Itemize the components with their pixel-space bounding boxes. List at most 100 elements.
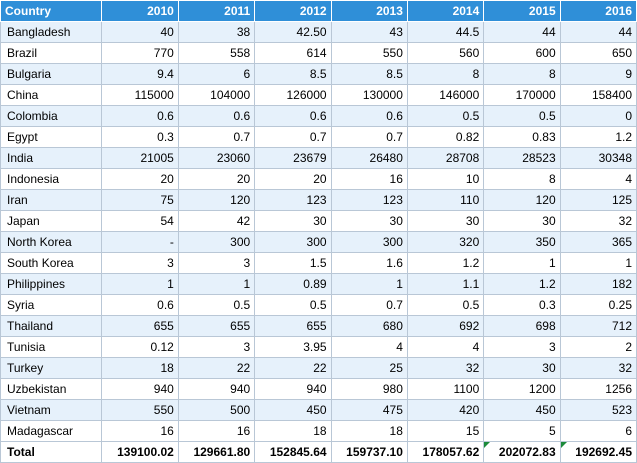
country-cell[interactable]: India xyxy=(0,147,103,169)
country-cell[interactable]: Colombia xyxy=(0,105,103,127)
value-cell[interactable]: 523 xyxy=(559,399,637,421)
value-cell[interactable]: 110 xyxy=(406,189,485,211)
value-cell[interactable]: 0.7 xyxy=(254,126,332,148)
value-cell[interactable]: 1.2 xyxy=(559,126,637,148)
value-cell[interactable]: 18 xyxy=(330,420,408,442)
value-cell[interactable]: 54 xyxy=(101,210,179,232)
value-cell[interactable]: 32 xyxy=(559,357,637,379)
value-cell[interactable]: 450 xyxy=(254,399,332,421)
country-cell[interactable]: Indonesia xyxy=(0,168,103,190)
value-cell[interactable]: 3 xyxy=(483,336,561,358)
value-cell[interactable]: 30 xyxy=(483,210,561,232)
value-cell[interactable]: 28708 xyxy=(406,147,485,169)
value-cell[interactable]: 980 xyxy=(330,378,408,400)
country-cell[interactable]: Egypt xyxy=(0,126,103,148)
value-cell[interactable]: 30 xyxy=(406,210,485,232)
value-cell[interactable]: 550 xyxy=(101,399,179,421)
value-cell[interactable]: 0 xyxy=(559,105,637,127)
total-cell[interactable]: 152845.64 xyxy=(254,441,332,463)
value-cell[interactable]: 1 xyxy=(483,252,561,274)
value-cell[interactable]: 42 xyxy=(177,210,256,232)
total-cell-flagged[interactable]: 192692.45 xyxy=(559,441,637,463)
value-cell[interactable]: 0.89 xyxy=(254,273,332,295)
value-cell[interactable]: 146000 xyxy=(406,84,485,106)
value-cell[interactable]: 42.50 xyxy=(254,21,332,43)
value-cell[interactable]: 125 xyxy=(559,189,637,211)
value-cell[interactable]: 3.95 xyxy=(254,336,332,358)
value-cell[interactable]: 182 xyxy=(559,273,637,295)
value-cell[interactable]: 600 xyxy=(483,42,561,64)
value-cell[interactable]: 0.7 xyxy=(330,126,408,148)
value-cell[interactable]: 0.25 xyxy=(559,294,637,316)
value-cell[interactable]: 550 xyxy=(330,42,408,64)
value-cell[interactable]: 655 xyxy=(254,315,332,337)
value-cell[interactable]: 4 xyxy=(330,336,408,358)
value-cell[interactable]: 30 xyxy=(483,357,561,379)
value-cell[interactable]: 18 xyxy=(101,357,179,379)
value-cell[interactable]: 20 xyxy=(254,168,332,190)
value-cell[interactable]: 170000 xyxy=(483,84,561,106)
country-cell[interactable]: Uzbekistan xyxy=(0,378,103,400)
value-cell[interactable]: 680 xyxy=(330,315,408,337)
value-cell[interactable]: 22 xyxy=(254,357,332,379)
value-cell[interactable]: 560 xyxy=(406,42,485,64)
value-cell[interactable]: 1100 xyxy=(406,378,485,400)
value-cell[interactable]: 5 xyxy=(483,420,561,442)
value-cell[interactable]: 123 xyxy=(254,189,332,211)
country-cell[interactable]: Tunisia xyxy=(0,336,103,358)
value-cell[interactable]: 3 xyxy=(177,252,256,274)
value-cell[interactable]: 6 xyxy=(177,63,256,85)
value-cell[interactable]: 23679 xyxy=(254,147,332,169)
value-cell[interactable]: 655 xyxy=(177,315,256,337)
value-cell[interactable]: 1.2 xyxy=(483,273,561,295)
value-cell[interactable]: 300 xyxy=(177,231,256,253)
value-cell[interactable]: 0.6 xyxy=(330,105,408,127)
value-cell[interactable]: 1.2 xyxy=(406,252,485,274)
value-cell[interactable]: 3 xyxy=(101,252,179,274)
value-cell[interactable]: 0.5 xyxy=(406,105,485,127)
total-cell-flagged[interactable]: 202072.83 xyxy=(483,441,561,463)
country-cell[interactable]: Vietnam xyxy=(0,399,103,421)
value-cell[interactable]: 30 xyxy=(254,210,332,232)
column-header-2014[interactable]: 2014 xyxy=(406,0,485,22)
value-cell[interactable]: 0.6 xyxy=(101,105,179,127)
country-cell[interactable]: North Korea xyxy=(0,231,103,253)
country-cell[interactable]: Japan xyxy=(0,210,103,232)
value-cell[interactable]: 8.5 xyxy=(330,63,408,85)
value-cell[interactable]: 1 xyxy=(559,252,637,274)
value-cell[interactable]: 0.6 xyxy=(177,105,256,127)
value-cell[interactable]: 26480 xyxy=(330,147,408,169)
value-cell[interactable]: 23060 xyxy=(177,147,256,169)
value-cell[interactable]: 30348 xyxy=(559,147,637,169)
value-cell[interactable]: 0.82 xyxy=(406,126,485,148)
country-cell[interactable]: Brazil xyxy=(0,42,103,64)
value-cell[interactable]: 558 xyxy=(177,42,256,64)
value-cell[interactable]: 940 xyxy=(177,378,256,400)
value-cell[interactable]: - xyxy=(101,231,179,253)
value-cell[interactable]: 16 xyxy=(177,420,256,442)
value-cell[interactable]: 15 xyxy=(406,420,485,442)
value-cell[interactable]: 0.5 xyxy=(254,294,332,316)
value-cell[interactable]: 1.5 xyxy=(254,252,332,274)
country-cell[interactable]: Syria xyxy=(0,294,103,316)
value-cell[interactable]: 3 xyxy=(177,336,256,358)
value-cell[interactable]: 0.7 xyxy=(177,126,256,148)
value-cell[interactable]: 450 xyxy=(483,399,561,421)
column-header-2010[interactable]: 2010 xyxy=(101,0,179,22)
value-cell[interactable]: 44 xyxy=(559,21,637,43)
value-cell[interactable]: 1 xyxy=(177,273,256,295)
value-cell[interactable]: 0.83 xyxy=(483,126,561,148)
value-cell[interactable]: 8 xyxy=(483,63,561,85)
value-cell[interactable]: 8.5 xyxy=(254,63,332,85)
value-cell[interactable]: 16 xyxy=(101,420,179,442)
value-cell[interactable]: 8 xyxy=(406,63,485,85)
value-cell[interactable]: 0.5 xyxy=(406,294,485,316)
value-cell[interactable]: 25 xyxy=(330,357,408,379)
value-cell[interactable]: 20 xyxy=(101,168,179,190)
total-cell[interactable]: 159737.10 xyxy=(330,441,408,463)
value-cell[interactable]: 650 xyxy=(559,42,637,64)
value-cell[interactable]: 8 xyxy=(483,168,561,190)
column-header-2011[interactable]: 2011 xyxy=(177,0,256,22)
value-cell[interactable]: 18 xyxy=(254,420,332,442)
country-cell[interactable]: South Korea xyxy=(0,252,103,274)
